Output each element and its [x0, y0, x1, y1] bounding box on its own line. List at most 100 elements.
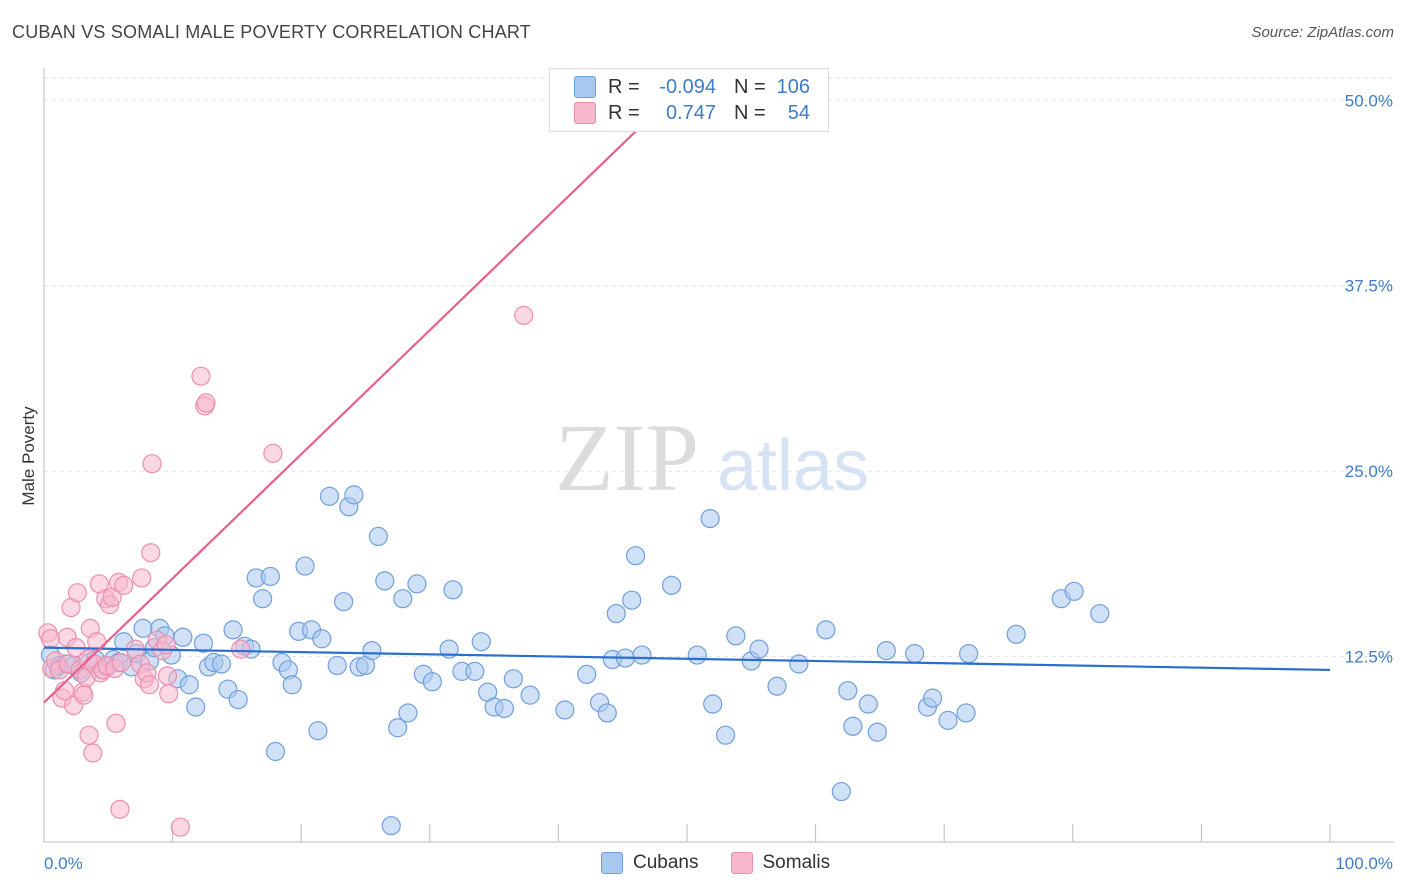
cuban-point	[381, 816, 401, 836]
cuban-point	[173, 627, 193, 647]
y-tick-label: 37.5%	[1345, 277, 1393, 296]
somali-point	[132, 568, 152, 588]
cubans-trend-line	[43, 646, 1331, 672]
n-label: N =	[734, 75, 766, 98]
somali-point	[139, 675, 160, 695]
somalis-swatch	[574, 102, 596, 124]
cuban-point	[1090, 603, 1110, 624]
series-legend: Cubans Somalis	[601, 852, 862, 874]
cuban-point	[186, 697, 206, 717]
cubans-legend-label: Cubans	[633, 852, 699, 873]
y-tick-label: 25.0%	[1345, 462, 1393, 481]
somali-point	[156, 635, 176, 655]
cuban-point	[228, 689, 248, 710]
cuban-point	[715, 725, 736, 745]
cuban-point	[700, 508, 720, 529]
legend-item-cubans[interactable]: Cubans	[601, 852, 699, 874]
cuban-point	[319, 486, 340, 506]
somali-point	[83, 743, 103, 763]
cuban-point	[1006, 624, 1026, 644]
cuban-point	[260, 566, 280, 587]
somali-point	[196, 393, 216, 413]
somali-point	[111, 652, 131, 673]
cuban-point	[520, 685, 540, 705]
somali-point	[191, 366, 211, 386]
chart-title: CUBAN VS SOMALI MALE POVERTY CORRELATION…	[12, 22, 531, 42]
cuban-point	[282, 675, 302, 695]
tick-labels: 12.5% 25.0% 37.5% 50.0% 0.0% 100.0%	[44, 91, 1393, 873]
cuban-point	[375, 571, 395, 591]
cubans-swatch	[574, 76, 596, 98]
y-axis-label: Male Poverty	[19, 406, 38, 506]
somali-point	[67, 583, 88, 603]
cuban-point	[843, 716, 863, 736]
cuban-point	[308, 721, 328, 741]
axes	[43, 68, 1394, 843]
cuban-point	[858, 694, 878, 714]
watermark-atlas: atlas	[717, 426, 869, 506]
cuban-point	[838, 681, 858, 701]
cuban-point	[327, 655, 347, 676]
cuban-point	[632, 645, 652, 665]
r-label: R =	[608, 101, 640, 124]
somalis-legend-label: Somalis	[762, 852, 831, 873]
somali-point	[514, 305, 534, 325]
somali-point	[142, 454, 162, 474]
somalis-r-value: 0.747	[665, 101, 716, 124]
somali-point	[110, 799, 130, 819]
cubans-r-value: -0.094	[659, 75, 716, 98]
cuban-point	[393, 589, 413, 609]
y-tick-label: 50.0%	[1345, 91, 1393, 110]
cuban-point	[443, 580, 463, 600]
cuban-point	[334, 592, 354, 612]
cuban-point	[494, 698, 514, 719]
somali-point	[141, 543, 161, 563]
cuban-point	[923, 688, 943, 708]
x-tick-label-max: 100.0%	[1335, 854, 1393, 873]
watermark-zip: ZIP	[555, 404, 699, 511]
cuban-point	[687, 645, 707, 665]
cuban-point	[577, 664, 597, 684]
legend-row-somalis: R = 0.747 N = 54	[574, 100, 810, 126]
cuban-point	[789, 654, 809, 674]
cuban-point	[398, 703, 418, 723]
cuban-point	[867, 722, 887, 742]
cuban-point	[767, 676, 787, 696]
somali-point	[263, 443, 283, 463]
cuban-point	[265, 741, 286, 762]
somali-point	[114, 575, 134, 595]
cuban-point	[959, 643, 979, 664]
cuban-point	[407, 574, 427, 594]
cuban-point	[362, 641, 382, 661]
cubans-n-value: 106	[776, 75, 810, 98]
somalis-legend-swatch	[730, 852, 753, 874]
legend-item-somalis[interactable]: Somalis	[730, 852, 831, 874]
cuban-point	[622, 590, 642, 610]
y-tick-label: 12.5%	[1345, 648, 1393, 667]
gridlines	[44, 77, 1394, 658]
somali-point	[79, 725, 99, 745]
cuban-point	[344, 485, 364, 505]
cuban-point	[1064, 581, 1084, 601]
somali-point	[170, 817, 190, 837]
cuban-point	[133, 618, 153, 638]
cuban-point	[253, 589, 273, 609]
cuban-point	[876, 641, 896, 661]
cuban-point	[555, 700, 575, 720]
cuban-point	[905, 643, 925, 664]
cuban-point	[749, 639, 769, 659]
somali-point	[159, 684, 179, 704]
cubans-legend-swatch	[601, 852, 623, 874]
somali-point	[231, 639, 251, 659]
cuban-point	[816, 620, 836, 640]
cuban-point	[625, 546, 646, 566]
cuban-point	[388, 718, 408, 738]
somalis-n-value: 54	[787, 101, 810, 124]
watermark: ZIP atlas	[555, 404, 869, 511]
legend-row-cubans: R = -0.094 N = 106	[574, 74, 810, 100]
cuban-point	[938, 710, 958, 730]
trend-lines	[43, 108, 1331, 704]
cuban-point	[312, 629, 332, 649]
cuban-point	[726, 626, 746, 646]
